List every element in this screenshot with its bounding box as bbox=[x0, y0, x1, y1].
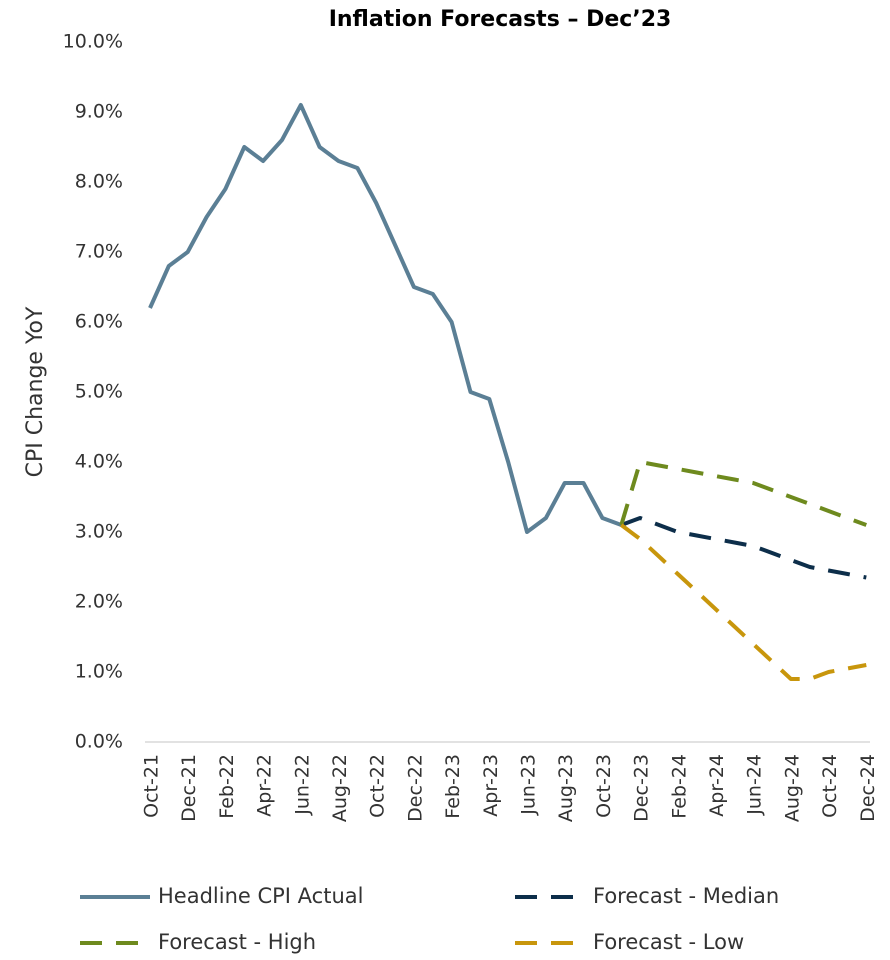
x-tick-label: Oct-22 bbox=[367, 754, 389, 818]
y-tick-label: 9.0% bbox=[75, 101, 123, 123]
x-tick-label: Dec-21 bbox=[178, 754, 200, 822]
legend-label: Forecast - Low bbox=[593, 930, 744, 954]
legend-label: Forecast - Median bbox=[593, 884, 779, 908]
x-tick-label: Aug-24 bbox=[781, 754, 803, 822]
y-tick-label: 0.0% bbox=[75, 731, 123, 753]
x-tick-label: Jun-22 bbox=[291, 754, 313, 816]
y-tick-label: 5.0% bbox=[75, 381, 123, 403]
legend-label: Headline CPI Actual bbox=[158, 884, 363, 908]
x-tick-label: Oct-24 bbox=[819, 754, 841, 818]
x-tick-label: Apr-22 bbox=[254, 754, 276, 817]
series-line bbox=[620, 516, 867, 580]
x-tick-label: Jun-23 bbox=[518, 754, 540, 816]
y-axis-label: CPI Change YoY bbox=[23, 306, 48, 477]
y-tick-label: 10.0% bbox=[63, 31, 123, 53]
x-tick-label: Dec-23 bbox=[631, 754, 653, 822]
x-tick-label: Jun-24 bbox=[744, 754, 766, 816]
x-tick-label: Aug-23 bbox=[555, 754, 577, 822]
x-tick-label: Apr-24 bbox=[706, 754, 728, 817]
x-tick-label: Oct-23 bbox=[593, 754, 615, 818]
y-tick-label: 8.0% bbox=[75, 171, 123, 193]
x-tick-label: Aug-22 bbox=[329, 754, 351, 822]
series-line bbox=[619, 460, 867, 527]
x-tick-label: Feb-23 bbox=[442, 754, 464, 819]
y-tick-label: 6.0% bbox=[75, 311, 123, 333]
x-tick-label: Feb-24 bbox=[668, 754, 690, 819]
x-tick-label: Dec-24 bbox=[857, 754, 879, 822]
series-line bbox=[148, 103, 622, 534]
y-tick-label: 7.0% bbox=[75, 241, 123, 263]
y-tick-label: 2.0% bbox=[75, 591, 123, 613]
x-tick-label: Dec-22 bbox=[404, 754, 426, 822]
x-tick-label: Feb-22 bbox=[216, 754, 238, 819]
x-tick-label: Apr-23 bbox=[480, 754, 502, 817]
chart-title: Inflation Forecasts – Dec’23 bbox=[329, 7, 672, 32]
x-tick-label: Oct-21 bbox=[141, 754, 163, 818]
y-tick-label: 3.0% bbox=[75, 521, 123, 543]
series-line bbox=[620, 523, 867, 681]
y-tick-label: 4.0% bbox=[75, 451, 123, 473]
legend-label: Forecast - High bbox=[158, 930, 316, 954]
y-tick-label: 1.0% bbox=[75, 661, 123, 683]
